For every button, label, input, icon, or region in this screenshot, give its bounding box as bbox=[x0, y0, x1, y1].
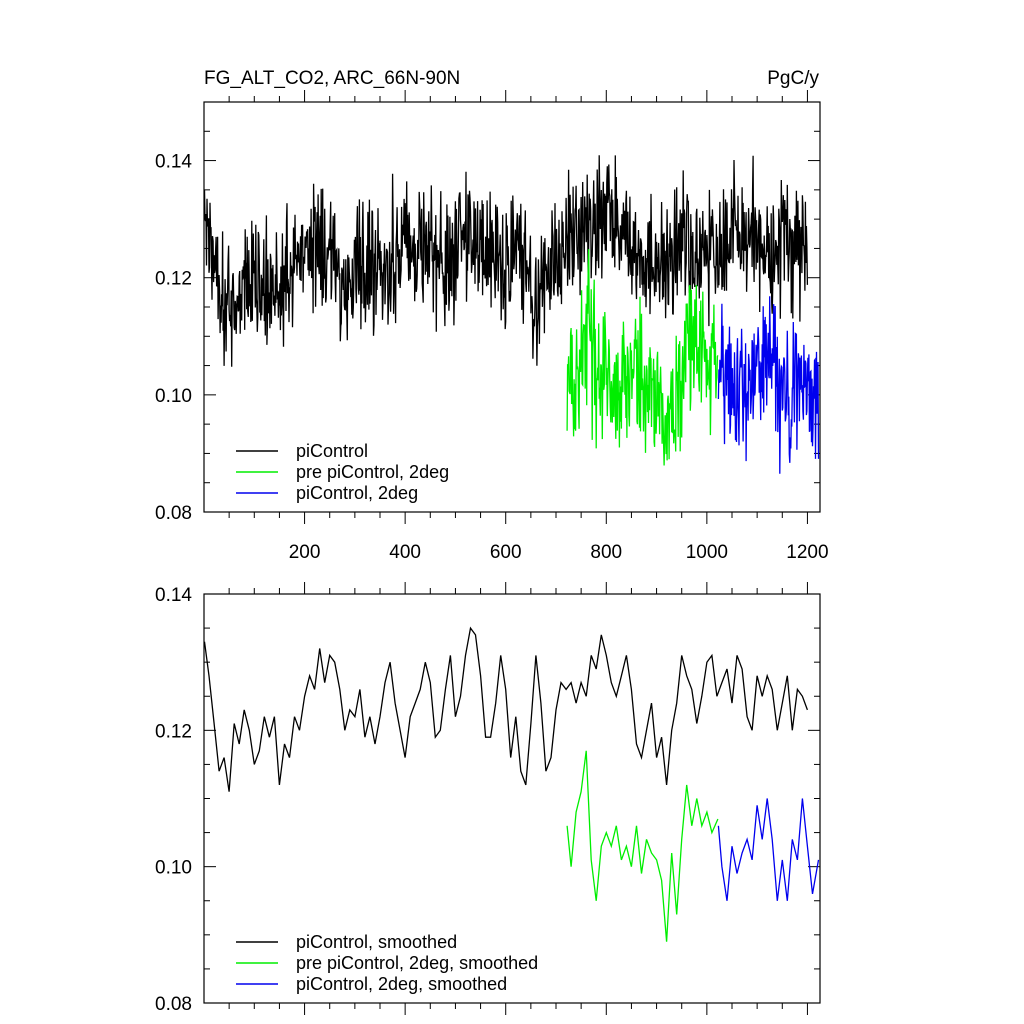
y-tick-label: 0.14 bbox=[155, 152, 192, 173]
y-tick-label: 0.08 bbox=[155, 994, 192, 1015]
legend-label: piControl, 2deg, smoothed bbox=[296, 974, 507, 994]
y-tick-label: 0.10 bbox=[155, 386, 192, 407]
series-line bbox=[204, 155, 809, 367]
legend-label: pre piControl, 2deg, smoothed bbox=[296, 953, 538, 973]
legend-label: pre piControl, 2deg bbox=[296, 462, 449, 482]
x-tick-label: 400 bbox=[389, 542, 421, 563]
chart-title: FG_ALT_CO2, ARC_66N-90N bbox=[204, 68, 460, 89]
x-tick-label: 1000 bbox=[686, 542, 728, 563]
y-tick-label: 0.10 bbox=[155, 858, 192, 879]
top-panel: FG_ALT_CO2, ARC_66N-90N PgC/y 0.08 0.10 0.… bbox=[155, 68, 829, 563]
series-line bbox=[717, 798, 820, 901]
series-line bbox=[566, 750, 719, 942]
y-tick-label: 0.12 bbox=[155, 721, 192, 742]
y-tick-label: 0.08 bbox=[155, 503, 192, 524]
x-tick-label: 600 bbox=[490, 542, 522, 563]
legend-label: piControl bbox=[296, 441, 368, 461]
series-line bbox=[717, 296, 820, 474]
series-line bbox=[204, 626, 809, 792]
units-label: PgC/y bbox=[767, 68, 819, 89]
y-tick-label: 0.14 bbox=[155, 585, 192, 606]
x-tick-label: 200 bbox=[289, 542, 321, 563]
x-tick-label: 1200 bbox=[786, 542, 828, 563]
x-tick-label: 800 bbox=[590, 542, 622, 563]
y-tick-label: 0.12 bbox=[155, 269, 192, 290]
legend-label: piControl, 2deg bbox=[296, 483, 418, 503]
legend-label: piControl, smoothed bbox=[296, 932, 457, 952]
series-line bbox=[566, 249, 719, 466]
